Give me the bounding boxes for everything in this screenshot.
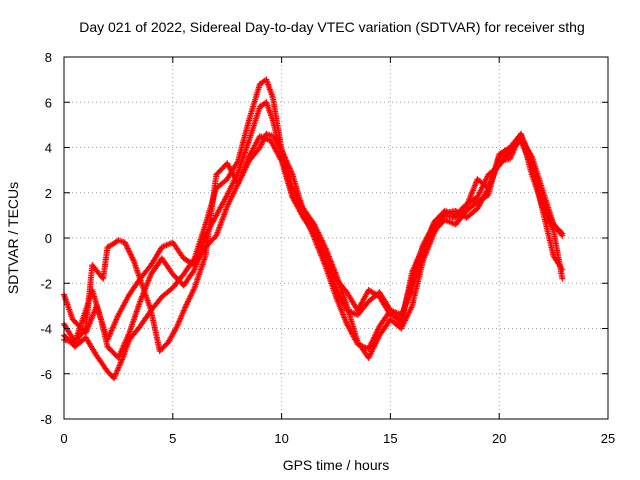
y-tick-label: -2 — [40, 276, 52, 291]
y-tick-label: 4 — [45, 141, 52, 156]
data-point — [559, 232, 566, 239]
grid-lines — [64, 57, 608, 419]
x-tick-label: 25 — [601, 431, 615, 446]
y-tick-label: 2 — [45, 186, 52, 201]
y-axis-title: SDTVAR / TECUs — [5, 182, 21, 294]
x-tick-label: 15 — [383, 431, 397, 446]
x-axis-title: GPS time / hours — [283, 457, 390, 473]
y-tick-label: 0 — [45, 231, 52, 246]
x-tick-label: 0 — [60, 431, 67, 446]
data-point — [559, 275, 566, 282]
data-points — [61, 76, 566, 382]
series-track-4 — [61, 130, 566, 355]
y-tick-label: 6 — [45, 95, 52, 110]
chart-title: Day 021 of 2022, Sidereal Day-to-day VTE… — [79, 19, 585, 35]
x-tick-label: 20 — [492, 431, 506, 446]
y-tick-label: 8 — [45, 50, 52, 65]
x-tick-label: 5 — [169, 431, 176, 446]
x-tick-label: 10 — [274, 431, 288, 446]
y-tick-label: -4 — [40, 322, 52, 337]
y-tick-label: -6 — [40, 367, 52, 382]
y-tick-label: -8 — [40, 412, 52, 427]
axis-ticks: 0 5 10 15 20 25 -8 -6 -4 -2 0 2 4 6 8 — [40, 50, 615, 446]
